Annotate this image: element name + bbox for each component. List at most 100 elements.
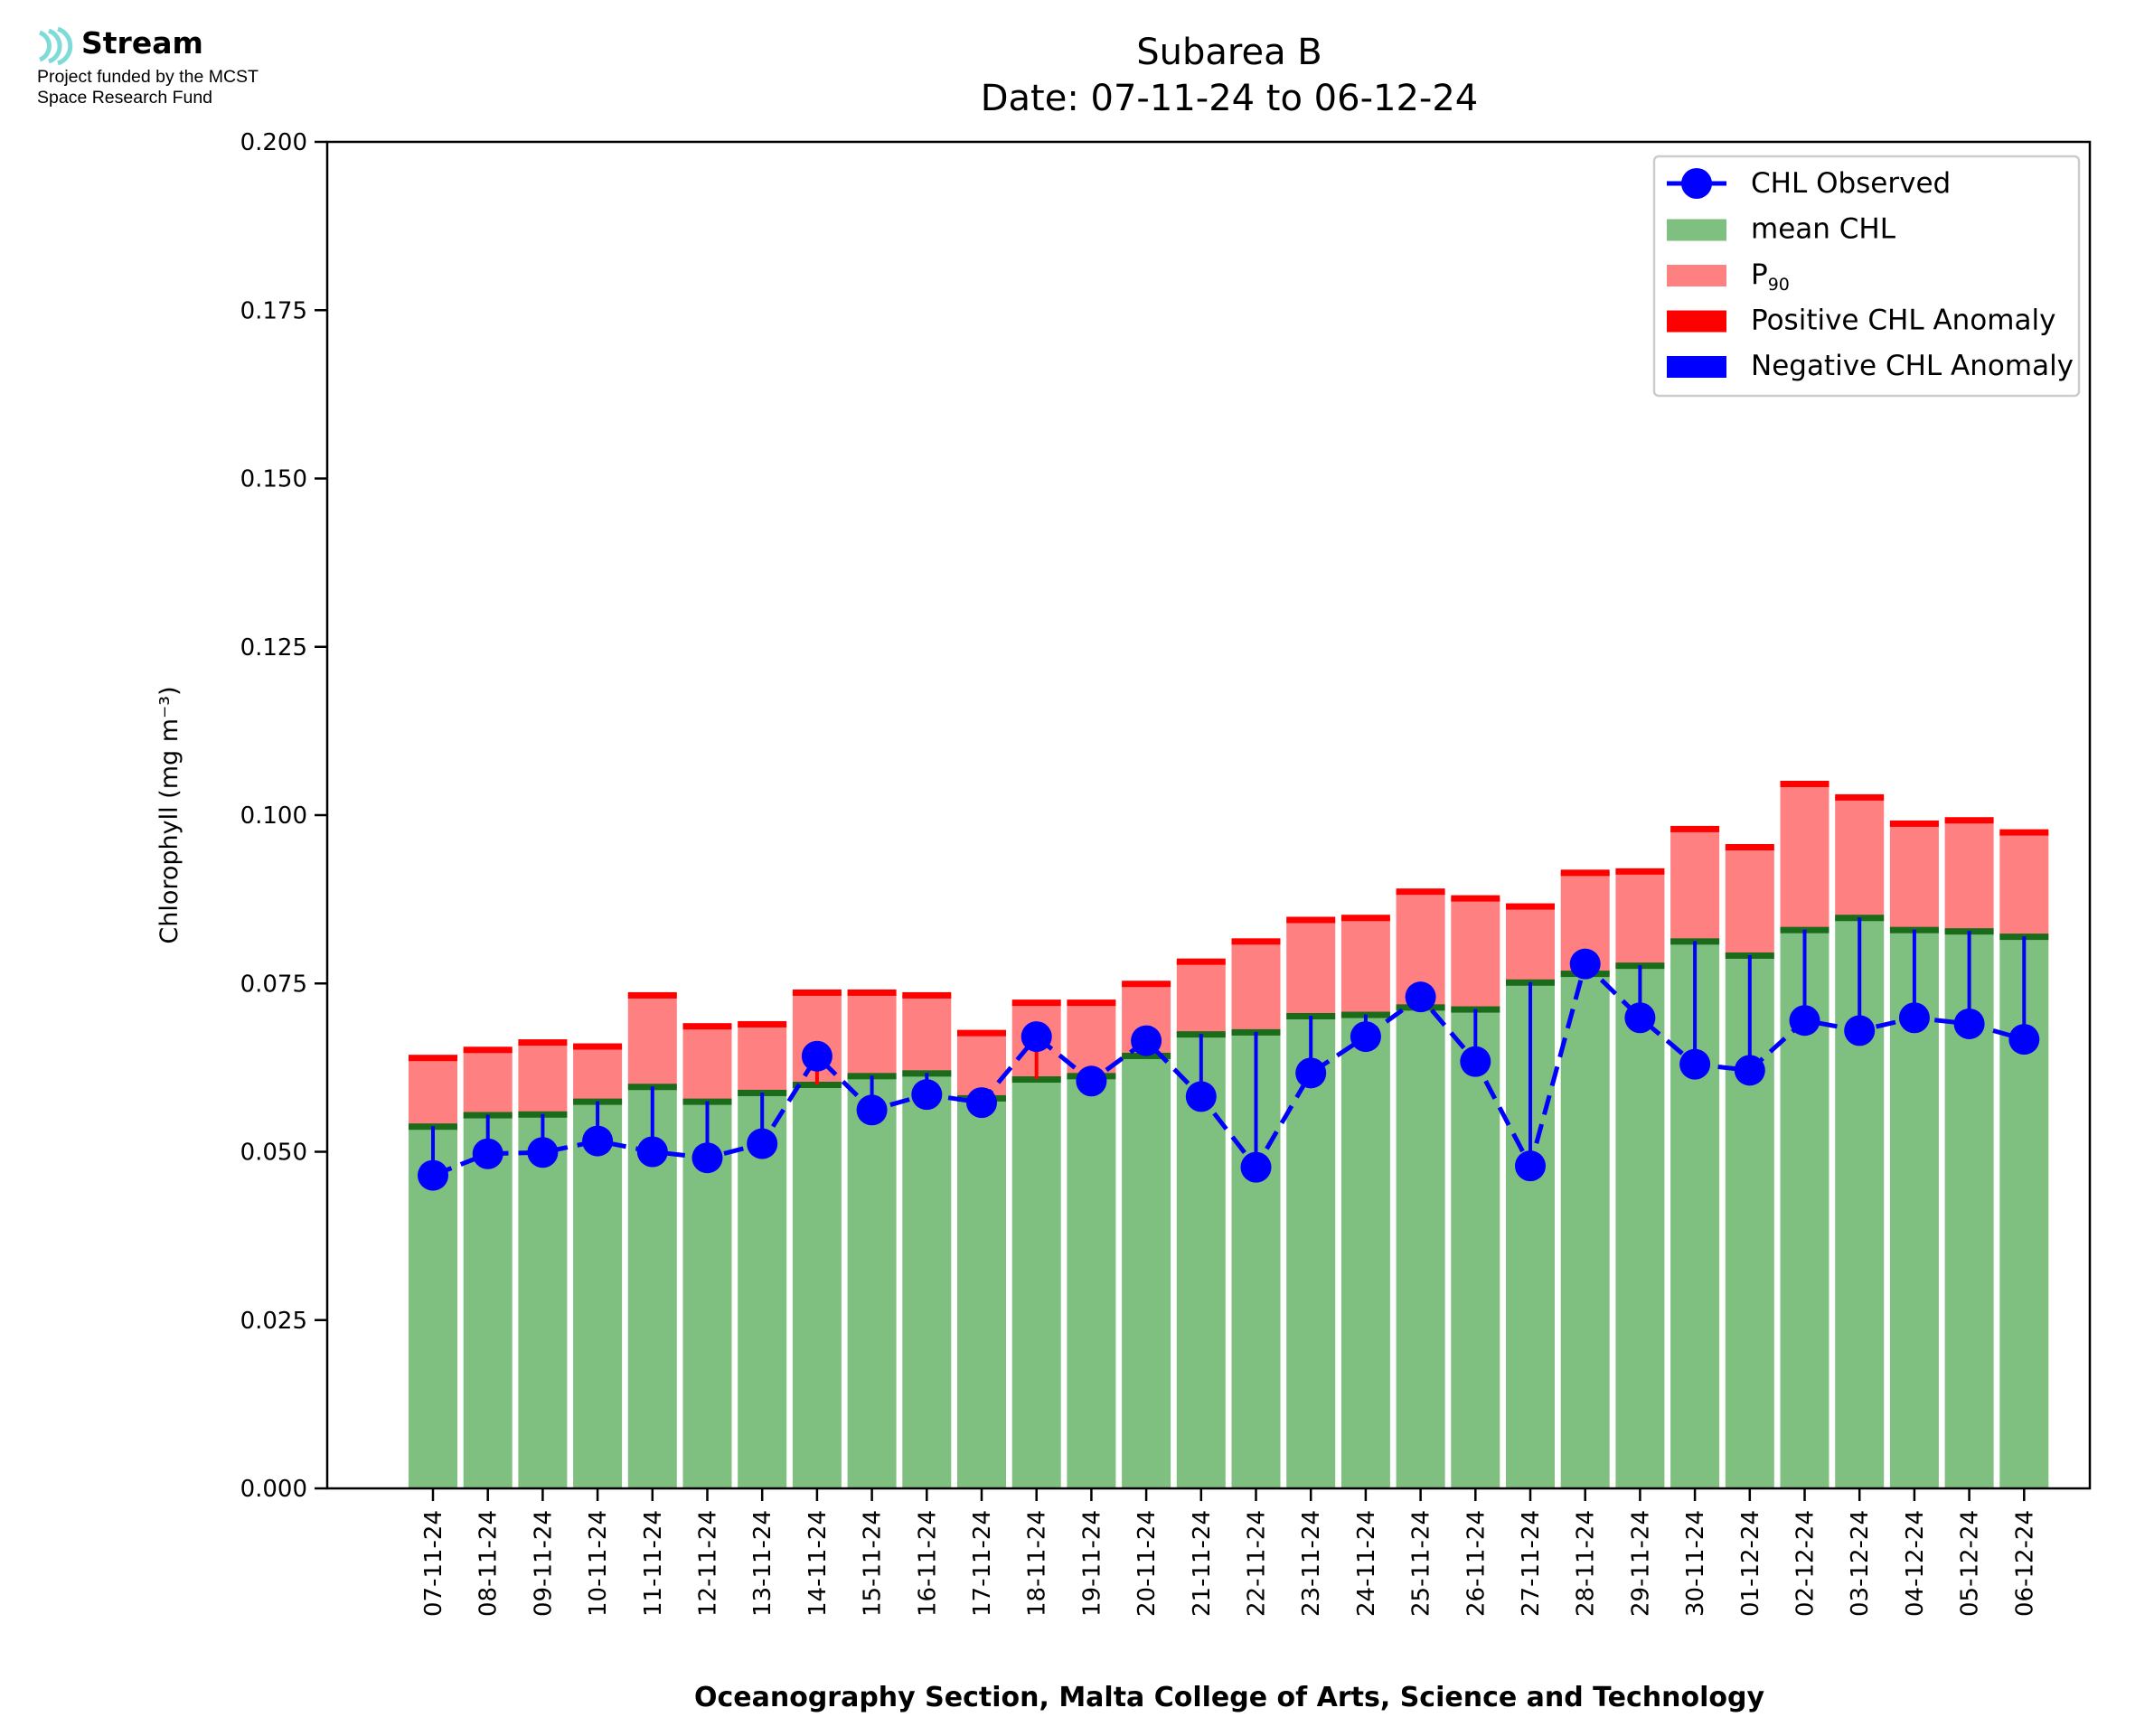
p90-cap	[627, 991, 677, 999]
p90-bar	[1889, 822, 1939, 930]
p90-cap	[518, 1039, 568, 1046]
y-tick-label: 0.200	[240, 129, 307, 156]
x-tick-label: 14-11-24	[804, 1510, 832, 1617]
x-tick-label: 22-11-24	[1244, 1510, 1271, 1617]
x-tick-label: 21-11-24	[1189, 1510, 1216, 1617]
chl-observed-point	[801, 1040, 832, 1072]
p90-bar	[518, 1042, 568, 1114]
x-tick-label: 28-11-24	[1573, 1510, 1600, 1617]
p90-cap	[1122, 981, 1171, 988]
p90-cap	[1067, 999, 1116, 1007]
chl-observed-point	[1789, 1005, 1820, 1037]
p90-cap	[1231, 938, 1281, 945]
x-tick-label: 16-11-24	[914, 1510, 941, 1617]
y-axis-label: Chlorophyll (mg m⁻³)	[155, 686, 183, 943]
p90-cap	[1286, 916, 1336, 924]
p90-cap	[957, 1029, 1006, 1037]
chl-observed-point	[1844, 1015, 1876, 1046]
p90-bar	[1780, 783, 1829, 930]
x-tick-label: 15-11-24	[860, 1510, 887, 1617]
chl-observed-point	[911, 1079, 943, 1111]
p90-bar	[738, 1023, 787, 1093]
chl-observed-point	[856, 1094, 888, 1126]
chl-observed-point	[527, 1137, 559, 1168]
p90-bar	[1615, 870, 1665, 966]
legend-patch-swatch	[1667, 356, 1726, 378]
x-tick-label: 05-12-24	[1957, 1510, 1984, 1617]
chl-observed-point	[1953, 1008, 1985, 1039]
x-tick-label: 26-11-24	[1463, 1510, 1490, 1617]
p90-cap	[1615, 868, 1665, 875]
x-axis: 07-11-24 08-11-24 09-11-24 10-11-24 11-11-24…	[420, 1488, 2038, 1617]
p90-bar	[627, 994, 677, 1087]
chl-observed-point	[472, 1138, 503, 1169]
chl-observed-point	[418, 1159, 448, 1191]
p90-cap	[847, 989, 897, 996]
x-tick-label: 11-11-24	[640, 1510, 667, 1617]
mean-chl-bar	[463, 1114, 513, 1488]
p90-cap	[1889, 820, 1939, 827]
p90-bar	[1286, 919, 1336, 1017]
chl-observed-point	[1460, 1046, 1491, 1077]
mean-chl-bar	[1286, 1016, 1336, 1488]
x-tick-label: 01-12-24	[1737, 1510, 1764, 1617]
p90-bar	[1944, 820, 1994, 932]
y-tick-label: 0.100	[240, 802, 307, 830]
legend-label: Negative CHL Anomaly	[1751, 350, 2074, 382]
x-tick-label: 30-11-24	[1682, 1510, 1709, 1617]
p90-cap	[792, 989, 842, 996]
x-tick-label: 06-12-24	[2011, 1510, 2038, 1617]
mean-chl-bar	[1560, 973, 1610, 1488]
mean-chl-bar	[1396, 1007, 1445, 1488]
logo-funding-line-2: Space Research Fund	[37, 88, 213, 108]
x-tick-label: 29-11-24	[1627, 1510, 1654, 1617]
p90-bar	[847, 991, 897, 1076]
p90-bar	[1670, 828, 1720, 942]
chl-observed-point	[1350, 1021, 1381, 1053]
chl-observed-point	[691, 1142, 723, 1174]
p90-cap	[738, 1020, 787, 1028]
chl-observed-point	[1405, 981, 1436, 1013]
p90-bar	[409, 1057, 457, 1127]
mean-chl-bar	[1011, 1079, 1061, 1488]
legend-marker-swatch	[1681, 168, 1712, 199]
legend-patch-swatch	[1667, 310, 1726, 333]
y-tick-label: 0.000	[240, 1476, 307, 1503]
p90-cap	[1340, 915, 1390, 922]
p90-cap	[1670, 825, 1720, 832]
chl-observed-point	[1734, 1055, 1765, 1086]
stream-waves-icon	[38, 26, 73, 66]
chl-observed-point	[747, 1128, 778, 1159]
p90-cap	[1396, 888, 1445, 896]
legend-label: CHL Observed	[1751, 167, 1951, 200]
legend-label: mean CHL	[1751, 213, 1896, 246]
x-tick-label: 08-11-24	[475, 1510, 503, 1617]
mean-chl-bar	[1067, 1075, 1116, 1488]
p90-cap	[1506, 903, 1555, 910]
mean-chl-bar	[957, 1097, 1006, 1488]
mean-chl-bar	[1340, 1014, 1390, 1488]
x-tick-label: 27-11-24	[1518, 1510, 1545, 1617]
y-tick-label: 0.175	[240, 297, 307, 324]
p90-bar	[1506, 906, 1555, 982]
x-tick-label: 13-11-24	[749, 1510, 776, 1617]
legend-patch-swatch	[1667, 219, 1726, 241]
chl-observed-point	[1515, 1150, 1546, 1182]
p90-cap	[1011, 999, 1061, 1007]
mean-chl-bar	[902, 1073, 952, 1488]
p90-cap	[1176, 958, 1226, 965]
p90-cap	[1944, 817, 1994, 824]
mean-chl-bar	[1122, 1055, 1171, 1488]
chl-observed-point	[582, 1125, 614, 1157]
p90-bar	[682, 1026, 732, 1102]
p90-cap	[409, 1055, 457, 1062]
p90-cap	[1999, 829, 2049, 836]
x-tick-label: 24-11-24	[1353, 1510, 1380, 1617]
legend-label-subscript: 90	[1768, 275, 1790, 295]
y-tick-label: 0.125	[240, 634, 307, 662]
y-tick-label: 0.075	[240, 971, 307, 998]
y-axis: 0.000 0.025 0.050 0.075 0.100 0.125 0.150 0.175…	[240, 129, 327, 1503]
p90-cap	[1451, 895, 1500, 902]
